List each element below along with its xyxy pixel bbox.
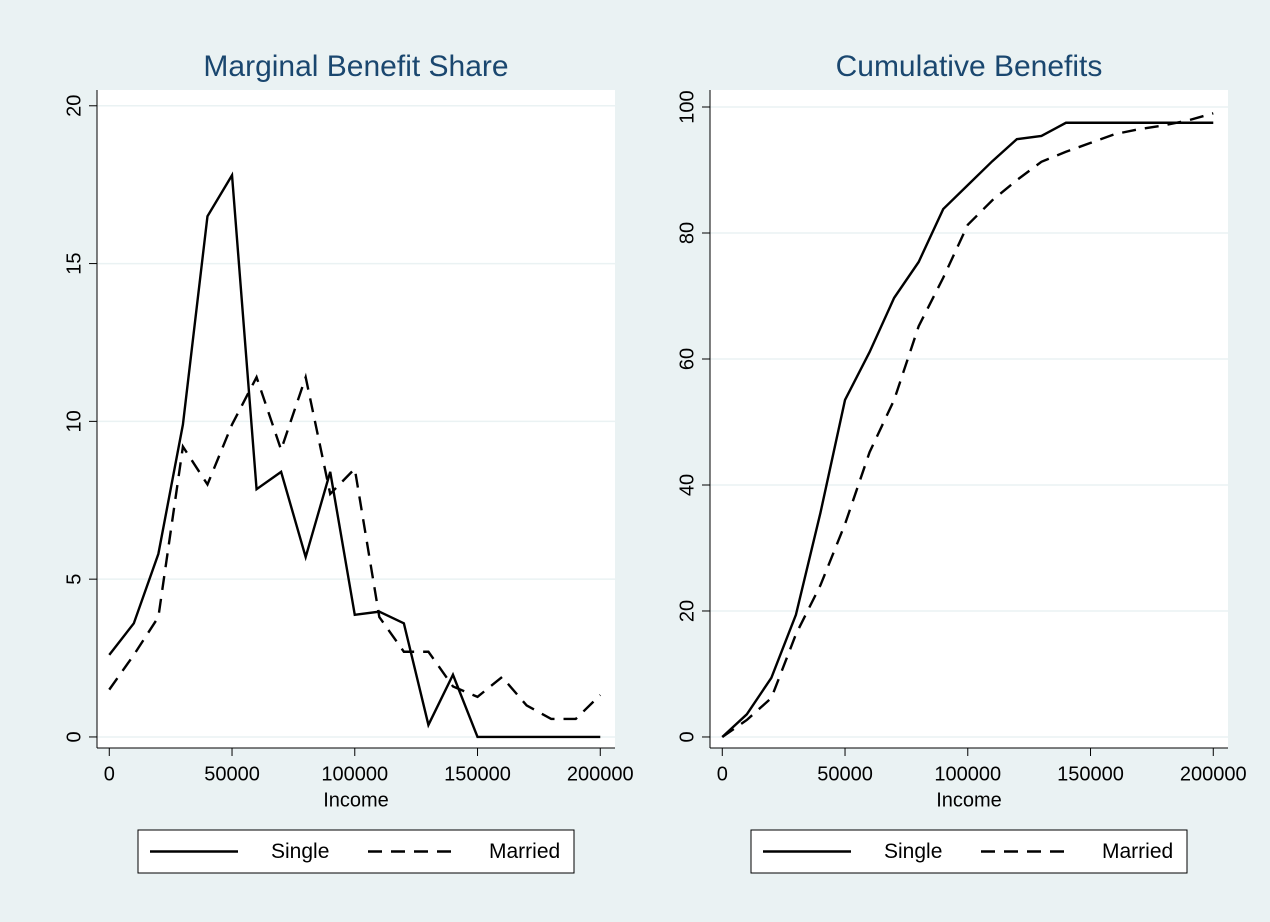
x-tick-label: 50000 [204, 763, 260, 785]
x-tick-label: 150000 [444, 763, 511, 785]
plot-area [710, 90, 1228, 748]
chart-title: Marginal Benefit Share [203, 50, 508, 83]
series-line [721, 121, 1214, 738]
y-tick-label: 0 [63, 731, 85, 742]
y-tick-label: 15 [63, 252, 85, 274]
legend-label: Married [1102, 840, 1173, 863]
x-tick-label: 200000 [567, 763, 634, 785]
x-tick-label: 100000 [321, 763, 388, 785]
x-tick-label: 0 [717, 763, 728, 785]
x-tick-label: 150000 [1057, 763, 1124, 785]
legend-label: Single [884, 840, 942, 863]
x-axis-label: Income [323, 789, 389, 811]
y-tick-label: 60 [676, 348, 698, 370]
series-line [721, 112, 1214, 738]
x-axis-label: Income [936, 789, 1002, 811]
y-tick-label: 40 [676, 474, 698, 496]
y-tick-label: 0 [676, 731, 698, 742]
y-tick-label: 5 [63, 574, 85, 585]
y-tick-label: 20 [676, 600, 698, 622]
y-tick-label: 80 [676, 222, 698, 244]
x-tick-label: 50000 [817, 763, 873, 785]
legend-label: Single [271, 840, 329, 863]
series-line [108, 171, 601, 739]
x-tick-label: 200000 [1180, 763, 1247, 785]
y-tick-label: 10 [63, 410, 85, 432]
legend-label: Married [489, 840, 560, 863]
chart-title: Cumulative Benefits [836, 50, 1103, 83]
plot-area [97, 90, 615, 748]
y-tick-label: 100 [676, 90, 698, 123]
x-tick-label: 100000 [934, 763, 1001, 785]
y-tick-label: 20 [63, 95, 85, 117]
x-tick-label: 0 [104, 763, 115, 785]
